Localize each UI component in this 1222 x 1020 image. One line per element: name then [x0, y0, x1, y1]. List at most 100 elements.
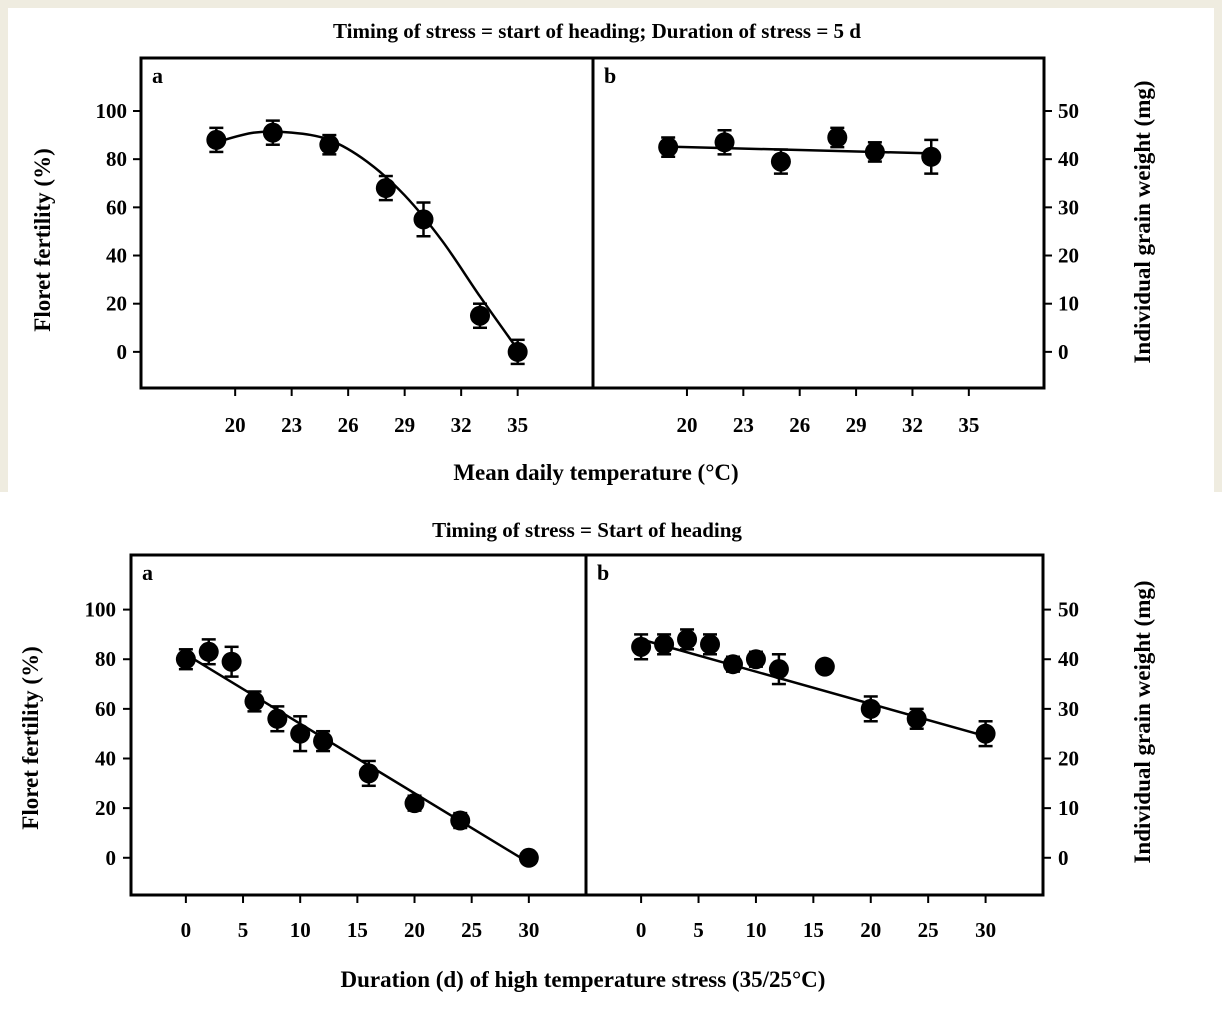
x-tick-label: 10: [290, 918, 311, 942]
data-point: [221, 651, 242, 672]
y-tick-label: 60: [95, 697, 116, 721]
y-tick-label: 10: [1058, 796, 1079, 820]
top-figure-canvas: [8, 8, 1214, 492]
x-tick-label: 32: [902, 413, 923, 437]
data-point: [290, 723, 311, 744]
y-tick-label: 20: [1058, 244, 1079, 268]
panel-label: b: [604, 63, 616, 88]
y-tick-label: 20: [106, 292, 127, 316]
figure2-y-right-label: Individual grain weight (mg): [1130, 580, 1155, 863]
x-tick-label: 29: [846, 413, 867, 437]
panel-label: b: [597, 560, 609, 585]
data-point: [175, 649, 196, 670]
x-tick-label: 26: [789, 413, 810, 437]
x-tick-label: 20: [860, 918, 881, 942]
y-tick-label: 20: [95, 796, 116, 820]
data-point: [722, 654, 743, 675]
x-tick-label: 32: [451, 413, 472, 437]
figure1-panel-a: a 20 23 26 29 32 35 0 20 40 60 80 100: [96, 63, 529, 437]
x-tick-label: 35: [507, 413, 528, 437]
data-point: [319, 134, 340, 155]
data-point: [921, 146, 942, 167]
data-point: [770, 151, 791, 172]
x-tick-label: 26: [338, 413, 359, 437]
figure2-y-left-label: Floret fertility (%): [18, 646, 43, 829]
data-point: [450, 810, 471, 831]
y-tick-label: 50: [1058, 598, 1079, 622]
y-tick-label: 40: [1058, 647, 1079, 671]
figure2-x-label: Duration (d) of high temperature stress …: [341, 967, 826, 992]
panel-label: a: [142, 560, 153, 585]
x-tick-label: 20: [404, 918, 425, 942]
y-tick-label: 40: [106, 244, 127, 268]
fit-line: [640, 638, 986, 738]
y-tick-label: 100: [85, 598, 117, 622]
y-tick-label: 60: [106, 195, 127, 219]
y-tick-label: 30: [1058, 697, 1079, 721]
data-point: [745, 649, 766, 670]
data-point: [470, 305, 490, 326]
y-tick-label: 0: [117, 340, 128, 364]
x-tick-label: 23: [281, 413, 302, 437]
data-point: [906, 708, 927, 729]
panel-label: a: [152, 63, 163, 88]
data-point: [827, 127, 848, 148]
y-tick-label: 40: [1058, 147, 1079, 171]
data-point: [206, 129, 227, 150]
y-tick-label: 80: [106, 147, 127, 171]
data-point: [375, 178, 396, 199]
data-point: [975, 723, 996, 744]
data-point: [518, 847, 539, 868]
x-tick-label: 20: [225, 413, 246, 437]
data-point: [658, 137, 679, 158]
data-point: [413, 209, 434, 230]
x-tick-label: 0: [181, 918, 192, 942]
data-point: [262, 122, 283, 143]
data-point: [864, 141, 885, 162]
x-tick-label: 25: [461, 918, 482, 942]
data-point: [313, 731, 334, 752]
data-point: [404, 793, 425, 814]
x-tick-label: 25: [918, 918, 939, 942]
data-point: [700, 634, 721, 655]
data-point: [507, 341, 528, 362]
y-tick-label: 20: [1058, 747, 1079, 771]
figure2-title: Timing of stress = Start of heading: [432, 518, 742, 542]
data-point: [358, 763, 379, 784]
data-point: [677, 629, 698, 650]
x-tick-label: 29: [394, 413, 415, 437]
x-tick-label: 30: [518, 918, 539, 942]
y-tick-label: 0: [1058, 846, 1069, 870]
data-point: [714, 132, 735, 153]
y-tick-label: 30: [1058, 195, 1079, 219]
data-point: [267, 708, 288, 729]
figure1-x-label: Mean daily temperature (°C): [453, 460, 738, 485]
x-tick-label: 35: [958, 413, 979, 437]
x-tick-label: 23: [733, 413, 754, 437]
x-tick-label: 20: [676, 413, 697, 437]
figure2-panel-a: a 0 5 10 15 20 25 30 0 20 40 60 80 100: [85, 560, 540, 942]
data-point: [654, 634, 675, 655]
x-tick-label: 5: [693, 918, 704, 942]
fit-line: [185, 653, 530, 864]
x-tick-label: 10: [745, 918, 766, 942]
x-tick-label: 5: [238, 918, 249, 942]
x-tick-label: 15: [803, 918, 824, 942]
y-tick-label: 0: [1058, 340, 1069, 364]
x-tick-label: 30: [975, 918, 996, 942]
figure1-y-left-label: Floret fertility (%): [30, 148, 55, 331]
y-tick-label: 50: [1058, 99, 1079, 123]
y-tick-label: 100: [96, 99, 128, 123]
data-point: [198, 641, 219, 662]
data-point: [631, 636, 652, 657]
figure1-title: Timing of stress = start of heading; Dur…: [333, 19, 861, 43]
x-tick-label: 15: [347, 918, 368, 942]
figure1-y-right-label: Individual grain weight (mg): [1130, 80, 1155, 363]
y-tick-label: 80: [95, 647, 116, 671]
data-point: [768, 659, 789, 680]
y-tick-label: 40: [95, 747, 116, 771]
data-point: [244, 691, 265, 712]
figure2-panel-b: b 0 5 10 15 20 25 30 0 10 20 30 40 50: [597, 560, 1079, 942]
figure1-panel-b: b 20 23 26 29 32 35 0 10 20 30 40 50: [604, 63, 1079, 437]
